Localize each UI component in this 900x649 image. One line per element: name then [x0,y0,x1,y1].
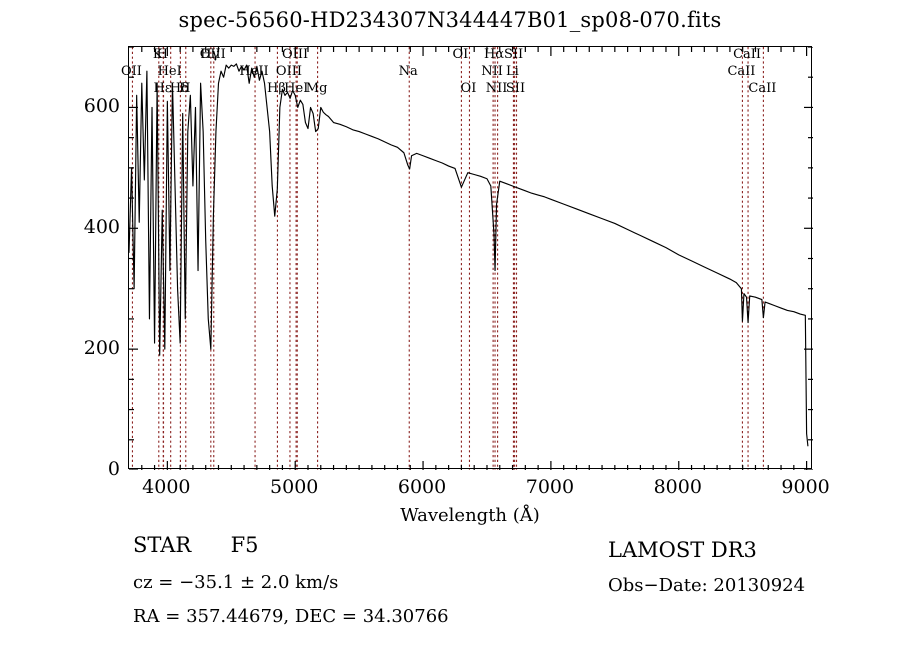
plot-frame [128,46,813,470]
spectrum-curve [129,47,813,470]
x-tick-label: 7000 [525,476,575,498]
page-title: spec-56560-HD234307N344447B01_sp08-070.f… [178,8,722,32]
x-tick-label: 9000 [781,476,830,498]
y-tick-label: 600 [83,95,120,118]
survey-name: LAMOST DR3 [608,538,757,562]
sky-coordinates: RA = 357.44679, DEC = 34.30766 [133,606,449,627]
x-tick-label: 5000 [270,476,319,498]
observation-date: Obs−Date: 20130924 [608,575,806,596]
redshift-velocity: cz = −35.1 ± 2.0 km/s [133,572,339,593]
y-axis-ticks: 0 200 400 600 [60,46,120,480]
y-tick-label: 200 [83,337,120,360]
x-axis-label: Wavelength (Å) [400,505,540,526]
x-tick-label: 4000 [142,476,191,498]
x-axis-ticks: 4000 5000 6000 7000 8000 9000 [128,474,830,504]
y-tick-label: 400 [83,216,120,239]
object-class: STAR [133,533,192,557]
spectral-type: F5 [230,533,259,557]
x-tick-label: 6000 [397,476,447,498]
object-class-and-type: STAR F5 [133,533,259,557]
x-tick-label: 8000 [653,476,702,498]
y-tick-label: 0 [107,458,120,480]
